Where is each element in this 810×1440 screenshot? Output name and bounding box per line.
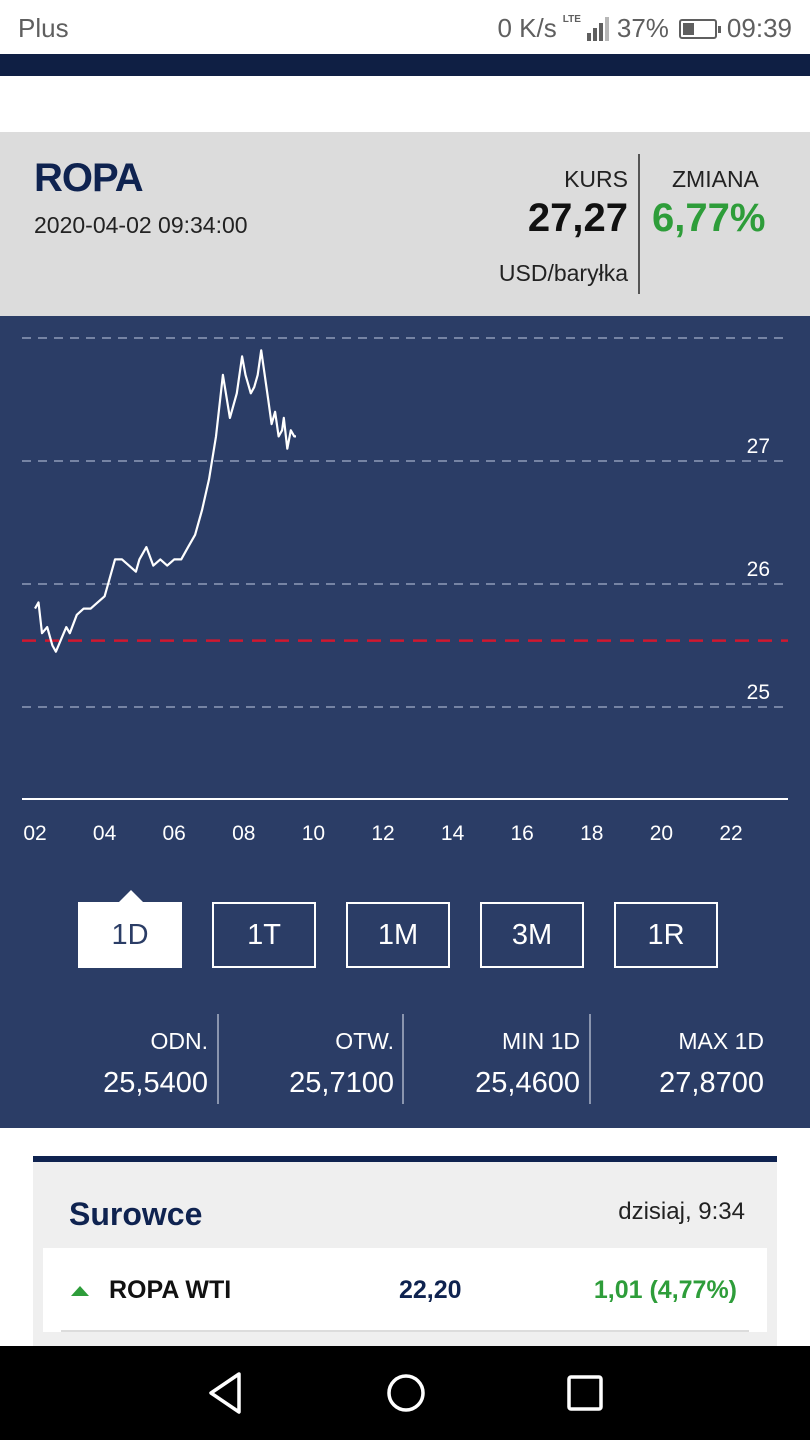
range-selector: 1D 1T 1M 3M 1R	[78, 902, 738, 970]
stat-value: 25,7100	[289, 1067, 394, 1099]
battery-percent: 37%	[616, 13, 669, 43]
quote-datetime: 2020-04-02 09:34:00	[34, 212, 248, 238]
system-nav-bar	[0, 1346, 810, 1440]
app-top-bar	[0, 54, 810, 76]
x-tick-label: 22	[719, 822, 743, 845]
up-arrow-icon	[71, 1286, 89, 1296]
status-right: 0 K/s LTE 37% 09:39	[497, 13, 792, 44]
carrier-name: Plus	[18, 13, 69, 43]
clock: 09:39	[726, 13, 792, 43]
stat-divider	[589, 1014, 591, 1104]
range-button-1m[interactable]: 1M	[346, 902, 450, 968]
x-axis-labels: 02 04 06 08 10 12 14 16 18 20 22	[0, 822, 810, 852]
chart-panel: 25 26 27 02 04 06 08 10 12 14 16 18 20 22 1D 1T 1M 3…	[0, 316, 810, 1128]
stat-value: 25,5400	[103, 1067, 208, 1099]
price-line	[34, 349, 296, 653]
commodity-row[interactable]: ROPA WTI 22,20 1,01 (4,77%)	[43, 1248, 767, 1332]
x-tick-label: 04	[92, 822, 117, 845]
change-label: ZMIANA	[672, 166, 759, 192]
row-divider	[61, 1330, 749, 1332]
kurs-label: KURS	[564, 166, 628, 192]
commodities-card: Surowce dzisiaj, 9:34 ROPA WTI 22,20 1,0…	[33, 1156, 777, 1362]
x-tick-label: 16	[510, 822, 534, 845]
x-tick-label: 02	[23, 822, 47, 845]
x-tick-label: 12	[371, 822, 395, 845]
x-tick-label: 20	[649, 822, 674, 845]
instrument-header: ROPA 2020-04-02 09:34:00 KURS 27,27 USD/…	[0, 132, 810, 316]
stat-label: MIN 1D	[502, 1028, 580, 1054]
stats-row: ODN. 25,5400 OTW. 25,7100 MIN 1D 25,4600…	[0, 1014, 810, 1106]
stat-label: MAX 1D	[678, 1028, 764, 1054]
network-speed: 0 K/s	[497, 13, 557, 43]
change-value: 6,77%	[652, 196, 766, 240]
stat-odn: ODN. 25,5400	[20, 1014, 208, 1104]
instrument-title: ROPA	[34, 156, 144, 200]
triangle-back-icon[interactable]	[205, 1370, 245, 1416]
commodity-name: ROPA WTI	[109, 1276, 232, 1304]
network-type: LTE	[562, 14, 581, 25]
range-button-1t[interactable]: 1T	[212, 902, 316, 968]
stat-divider	[217, 1014, 219, 1104]
status-bar: Plus 0 K/s LTE 37% 09:39	[0, 0, 810, 54]
header-divider	[638, 154, 640, 294]
stat-divider	[402, 1014, 404, 1104]
square-recents-icon[interactable]	[565, 1370, 605, 1416]
circle-home-icon[interactable]	[383, 1370, 429, 1416]
range-button-1r[interactable]: 1R	[614, 902, 718, 968]
x-tick-label: 06	[162, 822, 186, 845]
commodity-change: 1,01 (4,77%)	[593, 1276, 737, 1304]
x-tick-label: 10	[301, 822, 326, 845]
commodities-time: dzisiaj, 9:34	[618, 1198, 745, 1225]
commodities-title: Surowce	[69, 1196, 203, 1232]
stat-label: OTW.	[335, 1028, 394, 1054]
battery-icon	[678, 18, 721, 39]
commodity-price: 22,20	[399, 1276, 462, 1304]
x-tick-label: 14	[440, 822, 465, 845]
range-button-3m[interactable]: 3M	[480, 902, 584, 968]
active-range-caret	[119, 890, 143, 902]
x-tick-label: 18	[580, 822, 604, 845]
stat-label: ODN.	[150, 1028, 209, 1054]
y-tick-label: 26	[746, 558, 770, 581]
stat-value: 27,8700	[659, 1067, 764, 1099]
kurs-value: 27,27	[527, 196, 628, 240]
stat-min-1d: MIN 1D 25,4600	[392, 1014, 580, 1104]
kurs-unit: USD/baryłka	[498, 260, 628, 286]
y-tick-label: 27	[746, 435, 770, 458]
signal-icon	[586, 16, 609, 41]
range-button-1d[interactable]: 1D	[78, 902, 182, 968]
stat-otw: OTW. 25,7100	[206, 1014, 394, 1104]
x-tick-label: 08	[232, 822, 256, 845]
y-tick-label: 25	[746, 681, 770, 704]
price-chart[interactable]	[0, 316, 810, 816]
stat-value: 25,4600	[475, 1067, 580, 1099]
stat-max-1d: MAX 1D 27,8700	[576, 1014, 764, 1104]
